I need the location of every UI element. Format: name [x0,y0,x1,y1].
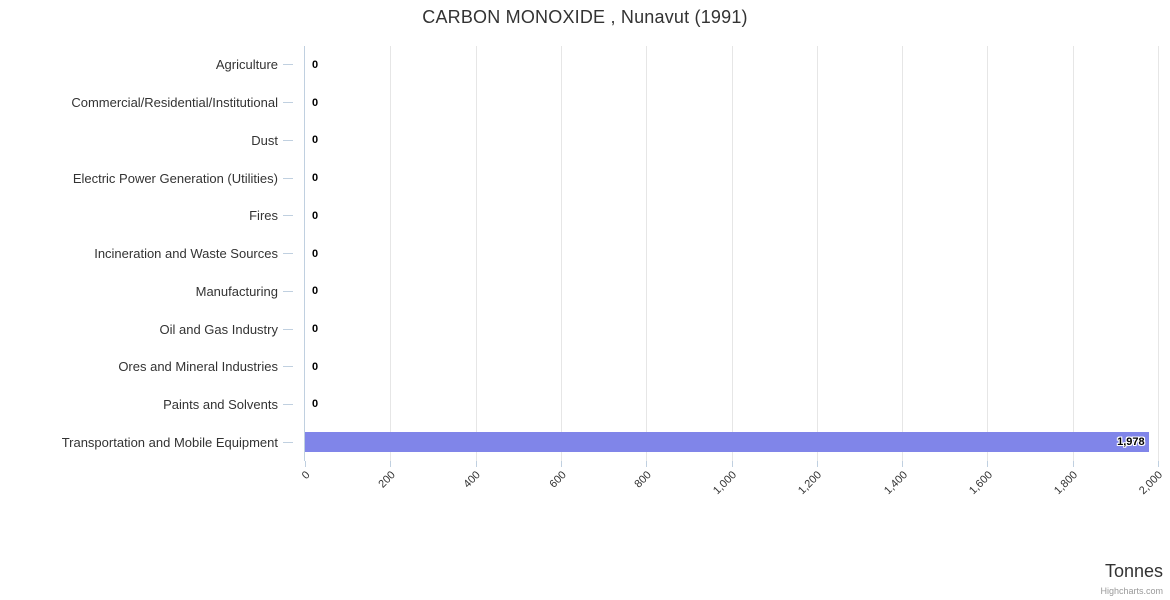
x-axis-label: 1,800 [1052,469,1081,497]
bar-row: 0 [305,197,1158,235]
x-axis-label: 400 [461,469,484,491]
category-row: Incineration and Waste Sources [0,235,293,273]
bar[interactable]: 1,978 [305,432,1149,453]
bar-value-label: 0 [312,96,319,109]
bar-row: 0 [305,159,1158,197]
category-row: Paints and Solvents [0,386,293,424]
x-axis-label: 1,400 [881,469,910,497]
category-label: Fires [249,208,278,224]
bar-value-label: 0 [312,134,319,147]
bar-row: 0 [305,272,1158,310]
x-axis-label: 1,200 [796,469,825,497]
category-row: Dust [0,121,293,159]
x-axis-label: 200 [376,469,398,491]
gridline [731,46,733,461]
x-axis-label: 0 [299,469,313,482]
category-tick [283,366,293,368]
x-axis-tick [1072,461,1074,467]
category-tick [283,64,293,66]
x-axis-label: 1,600 [966,469,995,497]
bar-series: 0 0 0 0 0 0 0 0 0 0 1,978 [305,46,1158,461]
x-axis-tick [902,461,904,467]
category-row: Oil and Gas Industry [0,310,293,348]
gridline [390,46,392,461]
bar-value-label: 0 [312,398,319,411]
chart-title: CARBON MONOXIDE , Nunavut (1991) [422,7,748,27]
bar-value-label: 0 [312,360,319,373]
category-label: Agriculture [215,57,278,73]
x-axis-tick [731,461,733,467]
bar-row: 0 [305,121,1158,159]
x-axis-labels: 0 200 400 600 800 1,000 1,200 1,400 1,600 1,800 2,… [300,469,1166,539]
bar-row: 0 [305,46,1158,84]
bar-value-label: 0 [312,209,319,222]
category-row: Manufacturing [0,272,293,310]
category-label: Ores and Mineral Industries [118,359,278,375]
x-axis-tick [475,461,477,467]
bar-value-label: 0 [312,285,319,298]
category-label: Oil and Gas Industry [159,321,279,337]
bar-row: 1,978 [305,423,1158,461]
gridline [987,46,989,461]
bar-row: 0 [305,348,1158,386]
x-axis-tick [816,461,818,467]
bar-row: 0 [305,84,1158,122]
category-label: Incineration and Waste Sources [94,246,278,262]
category-row: Agriculture [0,46,293,84]
category-tick [283,215,293,217]
bar-value-label: 1,978 [1117,436,1145,449]
bar-value-label: 0 [312,247,319,260]
category-row: Commercial/Residential/Institutional [0,84,293,122]
x-axis-tick [646,461,648,467]
gridline [560,46,562,461]
gridline [1072,46,1074,461]
category-tick [283,328,293,330]
bar-value-label: 0 [312,323,319,335]
category-label: Manufacturing [195,283,278,299]
x-axis-label: 2,000 [1137,469,1166,497]
category-tick [283,139,293,141]
category-tick [283,441,293,443]
bar-row: 0 [305,235,1158,273]
x-axis-label: 1,000 [711,469,739,497]
x-axis-title: Tonnes [1104,561,1163,581]
gridline [646,46,648,461]
x-axis-tick [390,461,392,467]
bar-value-label: 0 [312,172,319,185]
x-axis-tick [560,461,562,467]
category-label: Commercial/Residential/Institutional [71,95,278,111]
x-axis-label: 600 [546,469,569,491]
category-tick [283,102,293,104]
category-label: Electric Power Generation (Utilities) [72,170,278,186]
category-row: Fires [0,197,293,235]
bar-row: 0 [305,310,1158,348]
category-row: Electric Power Generation (Utilities) [0,159,293,197]
bar-row: 0 [305,386,1158,424]
category-row: Ores and Mineral Industries [0,348,293,386]
gridline [816,46,818,461]
gridline [475,46,477,461]
gridline [902,46,904,461]
plot-area: 0 0 0 0 0 0 0 0 0 0 1,978 [304,46,1159,467]
x-axis-tick [305,461,306,467]
y-axis-category-labels: Agriculture Commercial/Residential/Insti… [0,46,293,461]
bar-value-label: 0 [312,58,319,71]
gridline [1158,46,1159,461]
category-tick [283,403,293,405]
category-tick [283,177,293,179]
category-row: Transportation and Mobile Equipment [0,423,293,461]
x-axis-tick [987,461,989,467]
category-label: Paints and Solvents [163,396,278,412]
highcharts-credits-link[interactable]: Highcharts.com [1100,586,1163,596]
category-tick [283,290,293,292]
category-label: Transportation and Mobile Equipment [61,434,278,450]
category-tick [283,253,293,255]
x-axis-label: 800 [632,469,654,491]
x-axis-tick [1158,461,1159,467]
category-label: Dust [251,132,278,148]
